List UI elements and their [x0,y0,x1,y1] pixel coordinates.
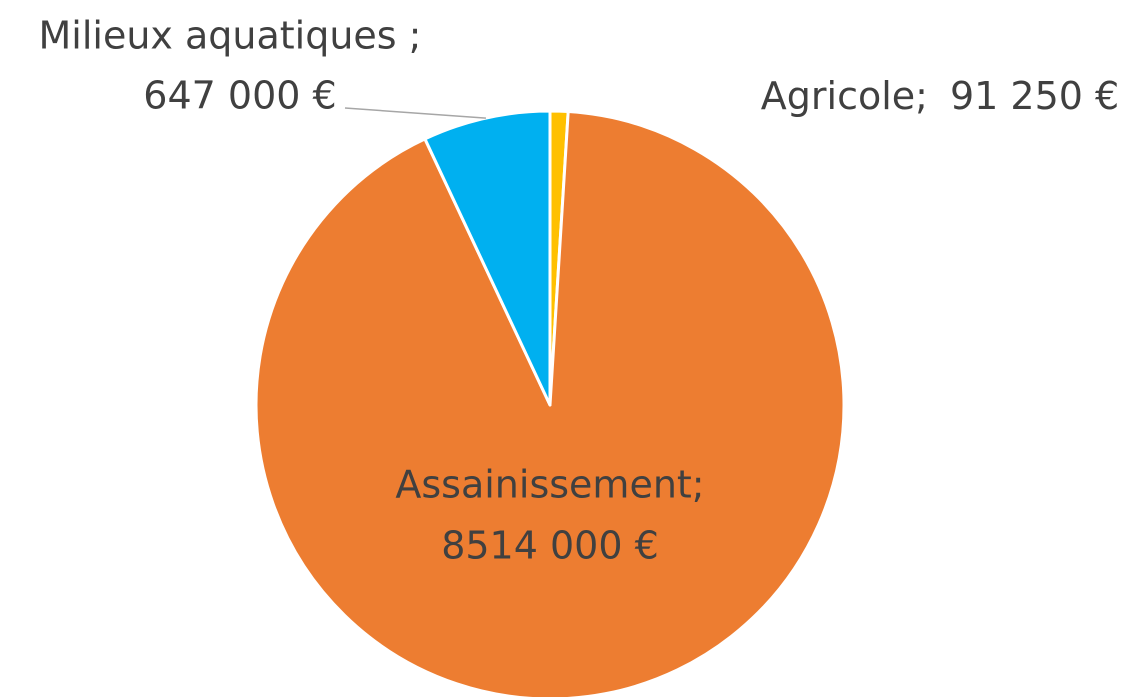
category-label: Assainissement; [395,463,704,507]
data-label: Agricole; 91 250 € [761,74,1119,118]
category-label: Agricole; [761,74,928,118]
value-label: 91 250 € [950,74,1119,118]
value-label: 647 000 € [143,74,336,118]
pie-slice [254,110,846,697]
category-label: Milieux aquatiques ; [39,14,422,58]
value-label: 8514 000 € [441,524,659,568]
leader-line [344,107,486,119]
pie-slice [423,109,552,407]
